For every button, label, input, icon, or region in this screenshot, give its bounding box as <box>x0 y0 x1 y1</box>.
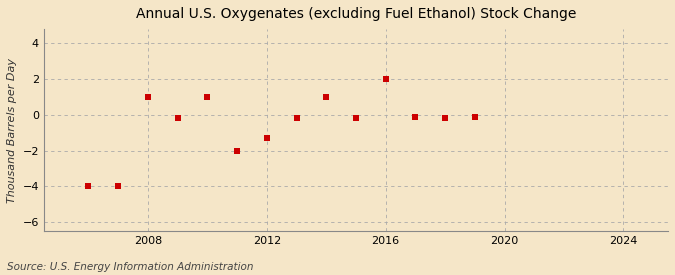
Point <box>350 116 361 121</box>
Point <box>380 77 391 81</box>
Y-axis label: Thousand Barrels per Day: Thousand Barrels per Day <box>7 58 17 203</box>
Point <box>83 184 94 189</box>
Title: Annual U.S. Oxygenates (excluding Fuel Ethanol) Stock Change: Annual U.S. Oxygenates (excluding Fuel E… <box>136 7 576 21</box>
Point <box>439 116 450 121</box>
Point <box>172 116 183 121</box>
Point <box>232 148 242 153</box>
Point <box>142 95 153 99</box>
Point <box>113 184 124 189</box>
Point <box>321 95 331 99</box>
Point <box>291 116 302 121</box>
Text: Source: U.S. Energy Information Administration: Source: U.S. Energy Information Administ… <box>7 262 253 272</box>
Point <box>469 114 480 119</box>
Point <box>202 95 213 99</box>
Point <box>261 136 272 140</box>
Point <box>410 114 421 119</box>
